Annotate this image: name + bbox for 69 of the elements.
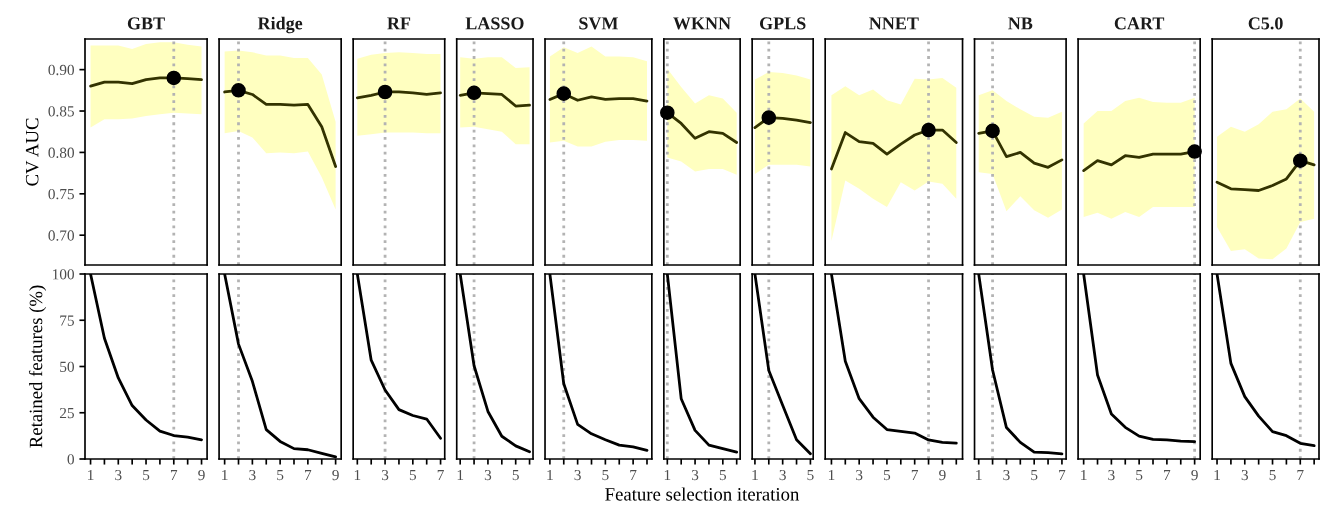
x-tick-label: 5 <box>1031 470 1038 481</box>
x-tick-label: 9 <box>198 469 205 481</box>
x-tick-label: 7 <box>911 470 919 481</box>
x-tick-label: 1 <box>547 469 553 481</box>
x-tick-label: 3 <box>484 469 492 481</box>
x-tick-label: 3 <box>381 469 389 481</box>
x-tick-label: 7 <box>1297 470 1304 481</box>
x-tick-label: 1 <box>1214 469 1220 481</box>
chart-title: C5.0 <box>1248 17 1283 30</box>
x-tick-label: 1 <box>1081 469 1087 481</box>
y-tick-label: 25 <box>59 407 74 419</box>
chart-title: GBT <box>127 17 165 30</box>
x-tick-label: 3 <box>779 469 786 481</box>
chart-title: Ridge <box>257 16 303 34</box>
y-tick-label: 0.85 <box>48 106 74 117</box>
x-tick-label: 5 <box>719 470 727 481</box>
x-tick-label: 3 <box>691 469 699 481</box>
x-tick-label: 5 <box>1136 470 1143 481</box>
x-tick-label: 9 <box>1191 469 1198 481</box>
x-tick-label: 5 <box>143 470 150 481</box>
x-tick-label: 5 <box>512 470 519 481</box>
x-tick-label: 3 <box>574 469 581 481</box>
chart-title: CART <box>1114 17 1165 30</box>
x-tick-label: 1 <box>664 469 671 481</box>
x-tick-label: 5 <box>1269 470 1276 481</box>
x-tick-label: 1 <box>222 469 228 481</box>
x-tick-label: 9 <box>939 469 946 481</box>
x-tick-label: 3 <box>115 469 122 481</box>
y-tick-label: 0.80 <box>48 147 74 158</box>
y-tick-label: 0.70 <box>48 230 74 241</box>
x-tick-label: 7 <box>1059 470 1066 481</box>
y-axis-title: CV AUC <box>25 118 39 186</box>
chart-title: NB <box>1008 17 1033 30</box>
x-tick-label: 1 <box>354 469 361 481</box>
x-tick-label: 7 <box>305 470 312 481</box>
x-tick-label: 5 <box>807 470 814 481</box>
x-tick-label: 1 <box>457 469 464 481</box>
y-tick-label: 50 <box>60 361 74 372</box>
y-tick-label: 0.75 <box>48 188 74 200</box>
x-tick-label: 1 <box>828 469 835 481</box>
y-tick-label: 75 <box>60 315 74 326</box>
chart-title: LASSO <box>465 17 524 30</box>
x-tick-label: 3 <box>249 469 256 481</box>
x-axis-title: Feature selection iteration <box>605 487 800 501</box>
chart-title: SVM <box>579 17 618 30</box>
y-tick-label: 0 <box>67 454 74 465</box>
y-tick-label: 100 <box>53 269 74 280</box>
x-tick-label: 5 <box>602 470 609 481</box>
x-tick-label: 3 <box>1241 469 1248 481</box>
x-tick-label: 5 <box>277 470 284 481</box>
x-tick-label: 5 <box>409 470 417 481</box>
x-tick-label: 3 <box>1003 469 1010 481</box>
x-tick-label: 7 <box>630 470 637 481</box>
x-tick-label: 5 <box>884 470 891 481</box>
x-tick-label: 1 <box>88 469 94 481</box>
chart-title: GPLS <box>759 17 806 30</box>
chart-title: RF <box>387 17 411 30</box>
x-tick-label: 7 <box>437 470 444 481</box>
x-tick-label: 1 <box>752 469 758 481</box>
x-tick-label: 3 <box>1108 469 1115 481</box>
x-tick-label: 1 <box>976 469 982 481</box>
chart-title: WKNN <box>673 17 731 30</box>
y-tick-label: 0.90 <box>48 64 74 76</box>
x-tick-label: 9 <box>332 469 339 481</box>
x-tick-label: 7 <box>1164 470 1171 481</box>
x-tick-label: 3 <box>856 469 863 481</box>
x-tick-label: 7 <box>170 470 178 481</box>
chart-title: NNET <box>869 17 919 30</box>
y-axis-title: Retained features (%) <box>28 285 47 448</box>
